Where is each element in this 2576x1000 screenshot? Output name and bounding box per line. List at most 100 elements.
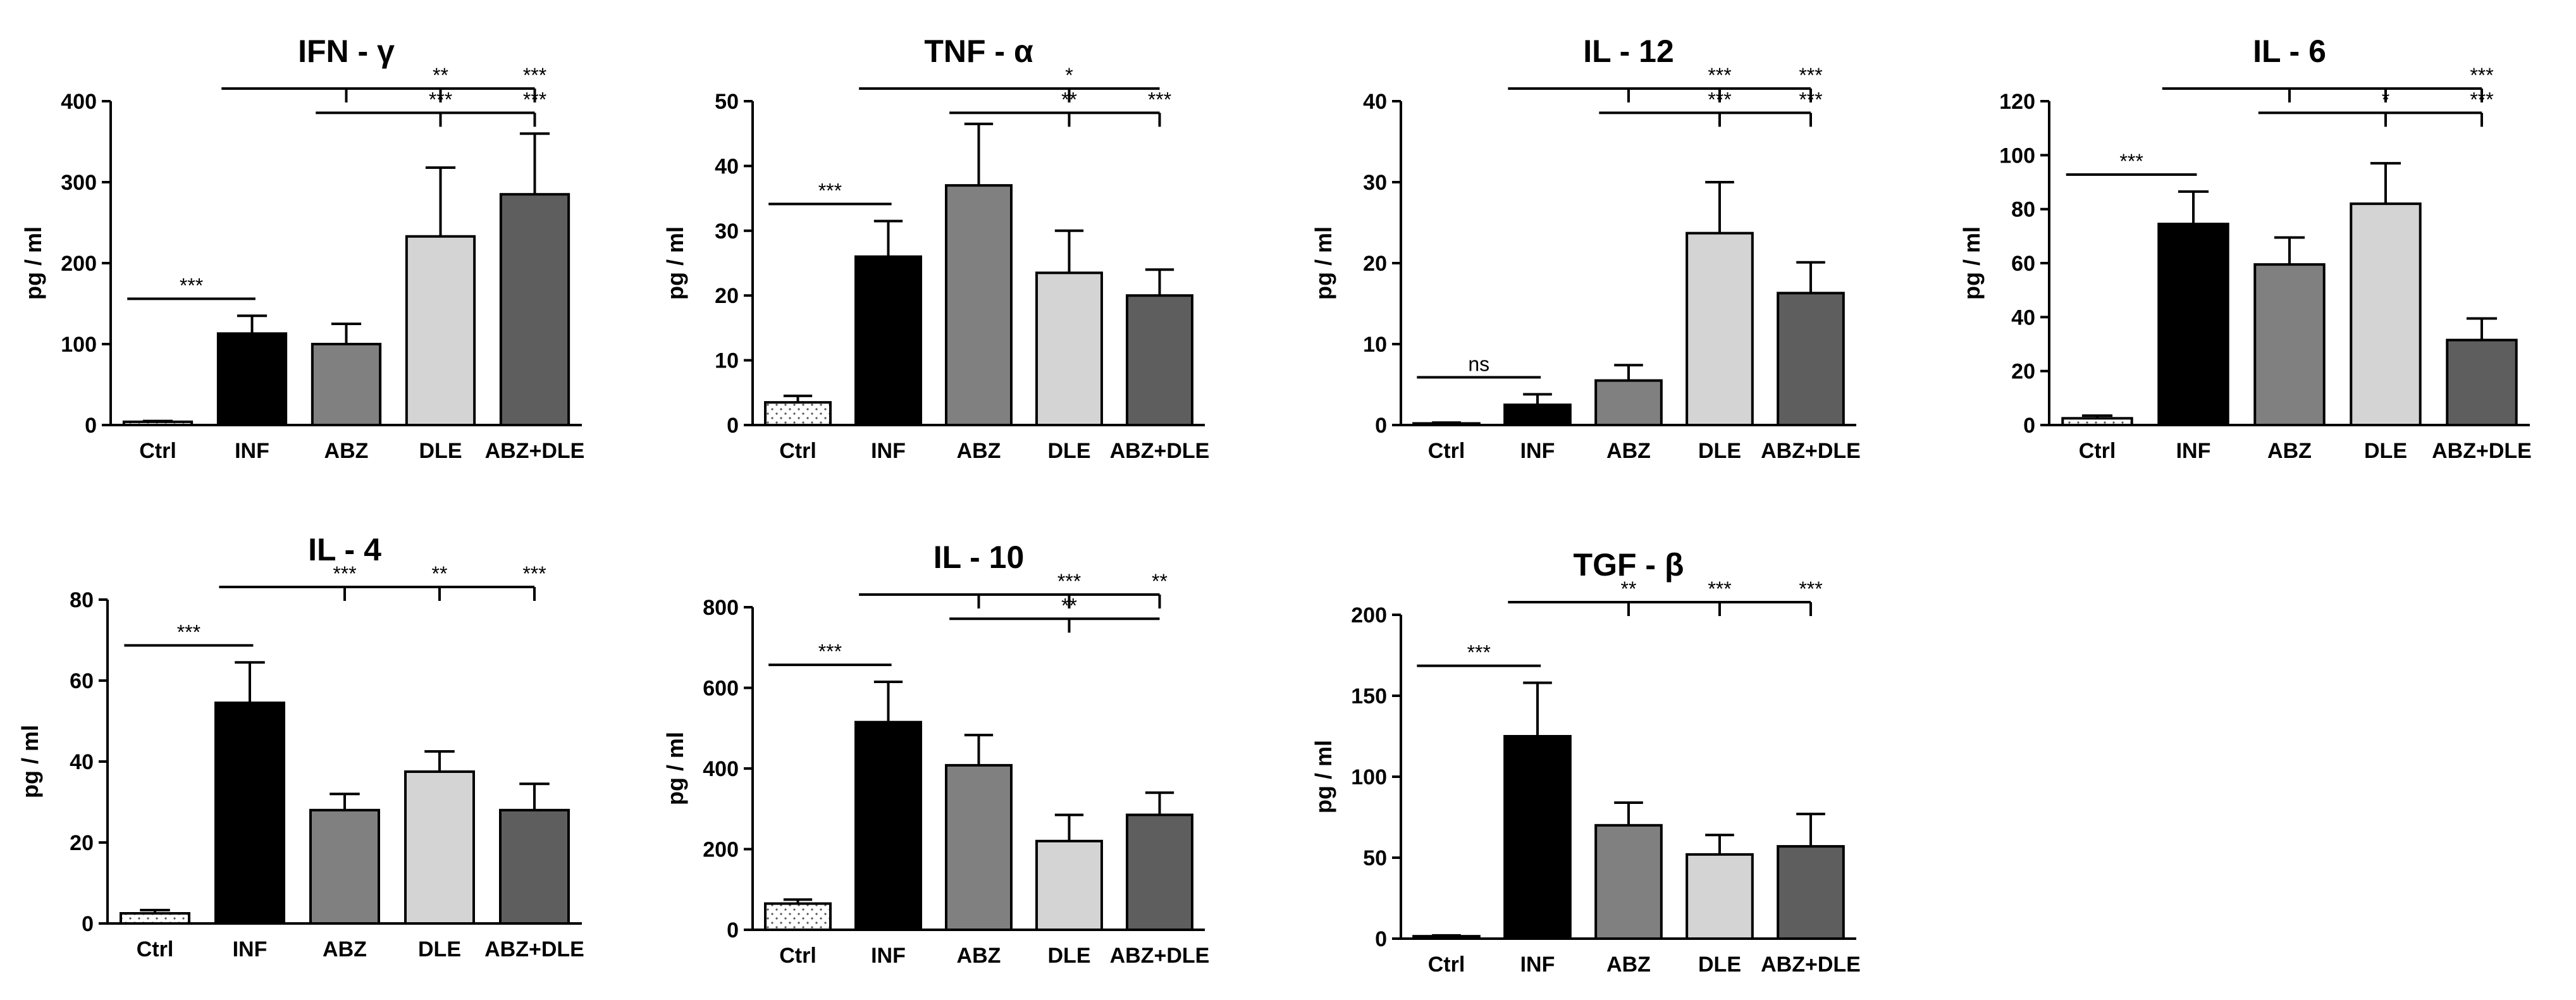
bar-dle [1035, 839, 1103, 931]
bar-inf [214, 701, 285, 925]
y-tick-label: 200 [1351, 603, 1387, 627]
x-tick-label: ABZ+DLE [1110, 439, 1210, 463]
significance-label: *** [333, 562, 356, 585]
y-tick-label: 100 [1351, 765, 1387, 789]
significance-label: * [2382, 88, 2389, 111]
bar-abz-dle [499, 193, 570, 426]
bar-inf [2157, 223, 2229, 426]
y-tick-label: 800 [703, 596, 739, 620]
y-tick-label: 0 [82, 912, 94, 936]
bar-abz-dle [1126, 813, 1193, 931]
x-tick-label: INF [1520, 439, 1555, 463]
x-tick-label: ABZ+DLE [1110, 944, 1210, 968]
y-tick-label: 0 [1375, 927, 1387, 951]
x-tick-label: Ctrl [2079, 439, 2116, 463]
bar-inf [854, 255, 922, 426]
panel-2: TNF - α pg / ml 0 10 20 30 40 50 Ctrl INF ABZ DLE AB… [662, 34, 1209, 463]
y-tick-label: 400 [703, 757, 739, 781]
bar-abz-dle [2446, 338, 2518, 426]
x-tick-label: ABZ+DLE [484, 937, 584, 961]
significance-label: *** [1799, 88, 1822, 111]
y-axis-label: pg / ml [1310, 740, 1336, 813]
significance-label: *** [522, 562, 546, 585]
y-tick-label: 120 [1999, 90, 2035, 114]
y-tick-label: 200 [61, 252, 97, 276]
y-tick-label: 0 [727, 918, 739, 942]
x-tick-label: DLE [2364, 439, 2407, 463]
bar-abz [311, 343, 382, 426]
bar-ctrl [2061, 417, 2133, 426]
bar-dle [1685, 853, 1754, 940]
chart-title: IL - 4 [308, 532, 381, 567]
significance-label: *** [1799, 64, 1822, 87]
significance-label: *** [1799, 577, 1822, 600]
significance-label: *** [177, 620, 200, 643]
x-tick-label: ABZ [1606, 953, 1651, 977]
y-tick-label: 200 [703, 838, 739, 862]
significance-label: ** [1061, 88, 1077, 111]
significance-label: *** [1467, 641, 1491, 664]
bar-abz [945, 763, 1013, 932]
x-tick-label: INF [2176, 439, 2211, 463]
significance-label: *** [818, 180, 842, 202]
y-tick-label: 80 [2011, 198, 2035, 222]
y-tick-label: 150 [1351, 684, 1387, 708]
panel-6: IL - 10 pg / ml 0 200 400 600 800 Ctrl INF ABZ DLE… [662, 540, 1209, 968]
x-tick-label: ABZ+DLE [2432, 439, 2532, 463]
x-tick-label: Ctrl [779, 439, 817, 463]
panel-3: IL - 12 pg / ml 0 10 20 30 40 Ctrl INF ABZ DLE ABZ+… [1310, 34, 1861, 463]
bar-inf [1503, 735, 1572, 940]
y-axis-label: pg / ml [17, 725, 43, 798]
y-tick-label: 40 [70, 750, 94, 774]
significance-label: ns [1468, 352, 1489, 375]
x-tick-label: Ctrl [139, 439, 176, 463]
y-tick-label: 0 [1375, 414, 1387, 438]
y-tick-label: 40 [2011, 306, 2035, 330]
y-tick-label: 60 [70, 669, 94, 693]
significance-label: ** [1152, 570, 1168, 593]
significance-label: ** [1061, 594, 1077, 617]
x-tick-label: INF [871, 944, 906, 968]
bar-dle [2350, 202, 2422, 426]
bar-ctrl [122, 420, 194, 427]
y-tick-label: 40 [715, 154, 739, 178]
y-tick-label: 20 [715, 284, 739, 308]
bar-abz-dle [1126, 294, 1193, 427]
x-tick-label: INF [235, 439, 269, 463]
bar-abz [2253, 263, 2326, 426]
significance-label: *** [1708, 88, 1731, 111]
chart-title: IL - 6 [2253, 34, 2326, 69]
significance-label: ** [433, 64, 448, 87]
significance-label: ** [432, 562, 448, 585]
chart-title: TNF - α [924, 34, 1033, 69]
x-tick-label: ABZ [2267, 439, 2312, 463]
y-tick-label: 10 [715, 349, 739, 373]
y-tick-label: 30 [1363, 171, 1387, 195]
y-axis-label: pg / ml [662, 732, 688, 805]
significance-label: *** [523, 64, 546, 87]
significance-label: * [1065, 64, 1073, 87]
significance-label: *** [1708, 64, 1731, 87]
y-tick-label: 300 [61, 171, 97, 195]
x-tick-label: DLE [419, 439, 462, 463]
chart-title: IL - 12 [1583, 34, 1674, 69]
bar-dle [1035, 271, 1103, 426]
bar-ctrl [1412, 935, 1481, 941]
chart-title: IFN - γ [298, 34, 395, 69]
bar-abz [1594, 379, 1663, 426]
bar-abz [1594, 824, 1663, 941]
x-tick-label: DLE [1048, 944, 1091, 968]
significance-label: *** [180, 274, 203, 297]
x-tick-label: ABZ [957, 944, 1001, 968]
x-tick-label: DLE [1698, 439, 1741, 463]
y-tick-label: 30 [715, 219, 739, 244]
y-tick-label: 0 [2023, 414, 2035, 438]
x-tick-label: DLE [1698, 953, 1741, 977]
bar-ctrl [764, 902, 832, 931]
x-tick-label: ABZ+DLE [1761, 953, 1861, 977]
x-tick-label: ABZ+DLE [485, 439, 585, 463]
y-tick-label: 60 [2011, 252, 2035, 276]
significance-label: *** [2470, 88, 2493, 111]
y-tick-label: 100 [1999, 144, 2035, 168]
